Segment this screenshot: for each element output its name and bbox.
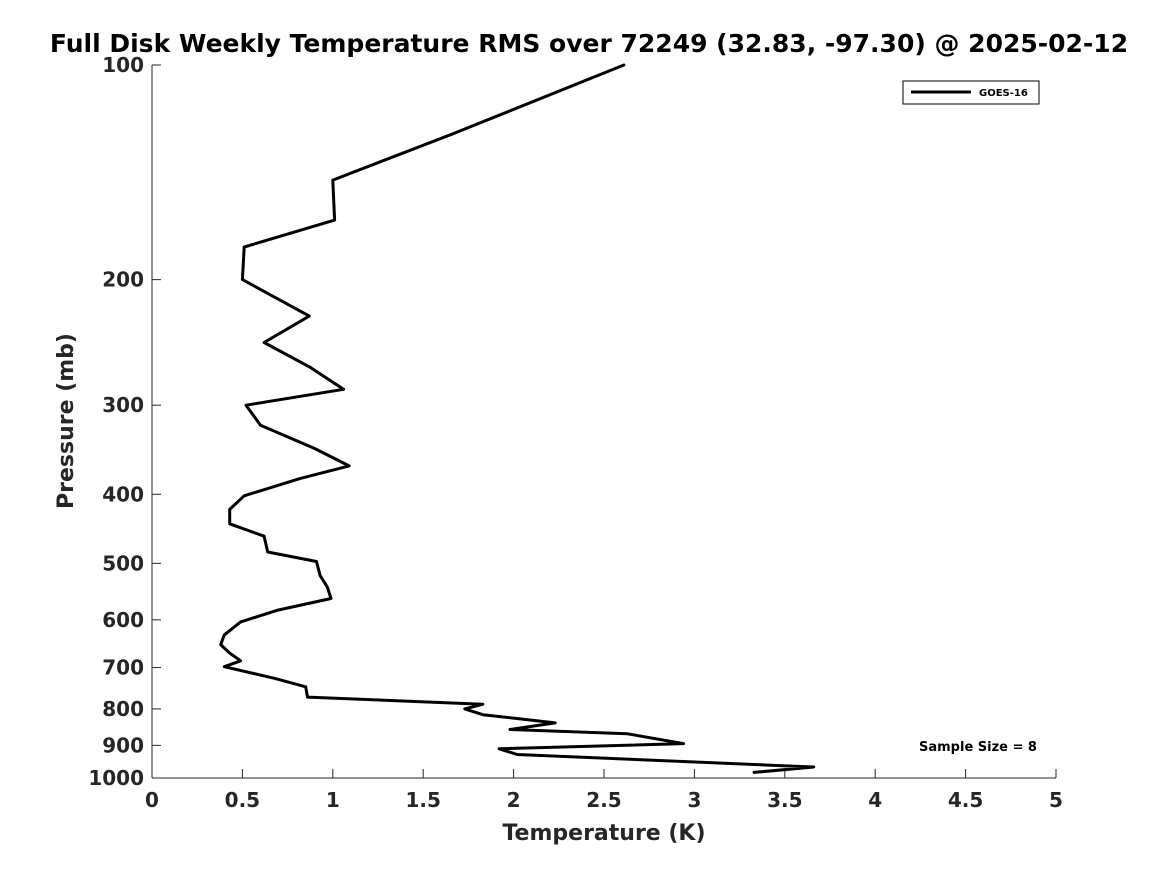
x-tick-label: 0 bbox=[145, 788, 159, 812]
y-tick-label: 1000 bbox=[88, 766, 144, 790]
x-tick-label: 4 bbox=[868, 788, 882, 812]
series-line-goes-16 bbox=[219, 63, 816, 774]
y-tick-label: 200 bbox=[102, 268, 144, 292]
y-tick-label: 900 bbox=[102, 733, 144, 757]
x-tick-label: 5 bbox=[1049, 788, 1063, 812]
x-tick-label: 3 bbox=[687, 788, 701, 812]
y-tick-label: 300 bbox=[102, 393, 144, 417]
x-tick-label: 4.5 bbox=[948, 788, 983, 812]
y-tick-label: 500 bbox=[102, 551, 144, 575]
sample-size-annotation: Sample Size = 8 bbox=[919, 740, 1037, 755]
y-tick-label: 400 bbox=[102, 482, 144, 506]
series-layer bbox=[219, 63, 816, 774]
x-tick-label: 2 bbox=[507, 788, 521, 812]
x-tick-label: 0.5 bbox=[225, 788, 260, 812]
y-tick-label: 700 bbox=[102, 656, 144, 680]
chart-title: Full Disk Weekly Temperature RMS over 72… bbox=[50, 29, 1128, 58]
axes: 0 0.5 1 1.5 2 2.5 3 3.5 4 4.5 5 100 200 300 400 500 600 7… bbox=[88, 53, 1063, 812]
x-axis-label: Temperature (K) bbox=[502, 821, 705, 846]
y-axis-label: Pressure (mb) bbox=[54, 333, 79, 509]
y-tick-label: 600 bbox=[102, 608, 144, 632]
legend: GOES-16 bbox=[902, 80, 1040, 105]
x-tick-label: 1 bbox=[326, 788, 340, 812]
y-tick-label: 800 bbox=[102, 697, 144, 721]
x-tick-label: 3.5 bbox=[767, 788, 802, 812]
x-tick-label: 2.5 bbox=[586, 788, 621, 812]
legend-label-goes-16: GOES-16 bbox=[979, 88, 1028, 99]
x-tick-label: 1.5 bbox=[405, 788, 440, 812]
y-tick-label: 100 bbox=[102, 53, 144, 77]
